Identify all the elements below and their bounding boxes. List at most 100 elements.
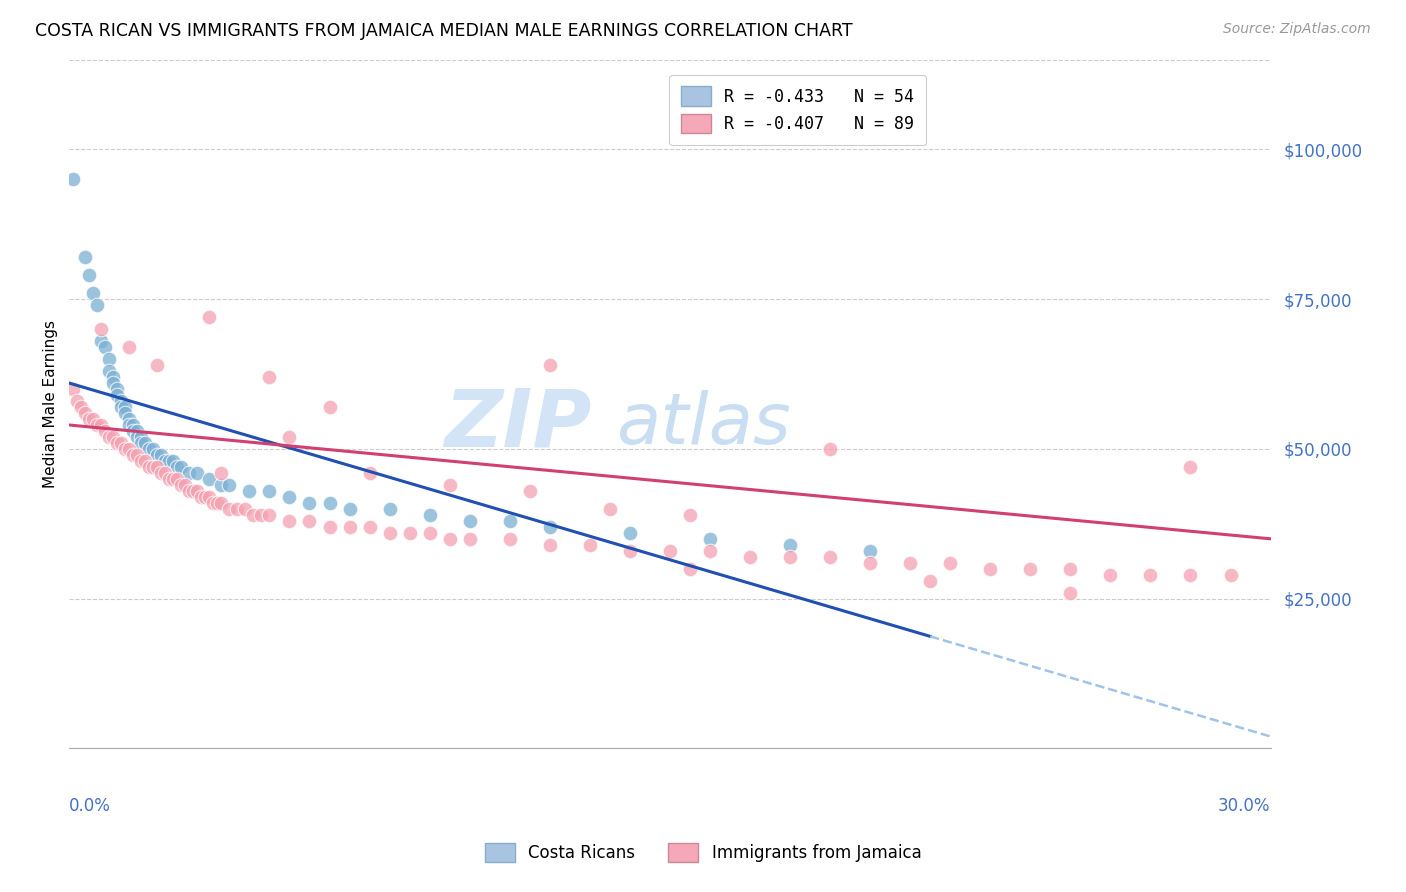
Point bbox=[679, 562, 702, 576]
Point bbox=[127, 448, 149, 462]
Point bbox=[127, 430, 149, 444]
Point bbox=[174, 478, 197, 492]
Point bbox=[98, 430, 121, 444]
Point bbox=[110, 400, 132, 414]
Point bbox=[150, 466, 173, 480]
Point bbox=[378, 501, 401, 516]
Point bbox=[538, 358, 561, 372]
Point bbox=[242, 508, 264, 522]
Point bbox=[155, 466, 177, 480]
Point bbox=[218, 501, 240, 516]
Point bbox=[250, 508, 273, 522]
Point bbox=[339, 520, 361, 534]
Point bbox=[419, 508, 441, 522]
Point bbox=[114, 406, 136, 420]
Point bbox=[519, 483, 541, 498]
Point bbox=[278, 514, 301, 528]
Point bbox=[419, 525, 441, 540]
Point bbox=[66, 394, 89, 409]
Point bbox=[142, 459, 165, 474]
Point bbox=[619, 525, 641, 540]
Point bbox=[209, 496, 232, 510]
Legend: R = -0.433   N = 54, R = -0.407   N = 89: R = -0.433 N = 54, R = -0.407 N = 89 bbox=[669, 75, 927, 145]
Point bbox=[75, 406, 97, 420]
Point bbox=[699, 532, 721, 546]
Point bbox=[134, 454, 156, 468]
Point bbox=[114, 400, 136, 414]
Point bbox=[298, 514, 321, 528]
Point bbox=[235, 501, 257, 516]
Point bbox=[118, 442, 141, 456]
Point bbox=[259, 483, 281, 498]
Y-axis label: Median Male Earnings: Median Male Earnings bbox=[44, 320, 58, 488]
Point bbox=[114, 442, 136, 456]
Point bbox=[110, 436, 132, 450]
Point bbox=[859, 556, 882, 570]
Point bbox=[679, 508, 702, 522]
Point bbox=[183, 483, 205, 498]
Point bbox=[90, 322, 112, 336]
Point bbox=[86, 417, 108, 432]
Point bbox=[818, 442, 841, 456]
Point bbox=[738, 549, 761, 564]
Point bbox=[138, 442, 160, 456]
Point bbox=[82, 412, 104, 426]
Point bbox=[103, 430, 125, 444]
Point bbox=[146, 358, 169, 372]
Point bbox=[1180, 459, 1202, 474]
Point bbox=[105, 436, 128, 450]
Point bbox=[238, 483, 260, 498]
Point bbox=[1180, 567, 1202, 582]
Point bbox=[90, 417, 112, 432]
Point bbox=[146, 448, 169, 462]
Text: 30.0%: 30.0% bbox=[1218, 797, 1271, 814]
Point bbox=[186, 483, 208, 498]
Point bbox=[318, 496, 340, 510]
Point bbox=[186, 466, 208, 480]
Point bbox=[318, 520, 340, 534]
Point bbox=[218, 478, 240, 492]
Point bbox=[198, 310, 221, 325]
Point bbox=[920, 574, 942, 588]
Point bbox=[207, 496, 229, 510]
Point bbox=[122, 417, 145, 432]
Point bbox=[398, 525, 420, 540]
Point bbox=[194, 490, 217, 504]
Point bbox=[62, 172, 84, 186]
Point bbox=[170, 478, 193, 492]
Point bbox=[818, 549, 841, 564]
Point bbox=[898, 556, 921, 570]
Point bbox=[209, 478, 232, 492]
Text: ZIP: ZIP bbox=[444, 385, 592, 464]
Point bbox=[94, 424, 117, 438]
Point bbox=[118, 340, 141, 354]
Point bbox=[157, 472, 180, 486]
Point bbox=[979, 562, 1001, 576]
Point bbox=[90, 334, 112, 348]
Point bbox=[458, 514, 481, 528]
Point bbox=[103, 376, 125, 390]
Point bbox=[538, 520, 561, 534]
Point bbox=[122, 448, 145, 462]
Point bbox=[127, 424, 149, 438]
Point bbox=[278, 490, 301, 504]
Point bbox=[499, 532, 522, 546]
Point bbox=[1019, 562, 1042, 576]
Point bbox=[77, 268, 100, 283]
Point bbox=[658, 543, 681, 558]
Text: Source: ZipAtlas.com: Source: ZipAtlas.com bbox=[1223, 22, 1371, 37]
Point bbox=[1219, 567, 1241, 582]
Point bbox=[110, 394, 132, 409]
Point bbox=[359, 466, 381, 480]
Point bbox=[499, 514, 522, 528]
Point bbox=[226, 501, 249, 516]
Point bbox=[131, 436, 153, 450]
Point bbox=[94, 340, 117, 354]
Point bbox=[278, 430, 301, 444]
Point bbox=[134, 436, 156, 450]
Point bbox=[75, 250, 97, 264]
Point bbox=[170, 459, 193, 474]
Point bbox=[166, 472, 188, 486]
Legend: Costa Ricans, Immigrants from Jamaica: Costa Ricans, Immigrants from Jamaica bbox=[477, 834, 929, 871]
Text: COSTA RICAN VS IMMIGRANTS FROM JAMAICA MEDIAN MALE EARNINGS CORRELATION CHART: COSTA RICAN VS IMMIGRANTS FROM JAMAICA M… bbox=[35, 22, 853, 40]
